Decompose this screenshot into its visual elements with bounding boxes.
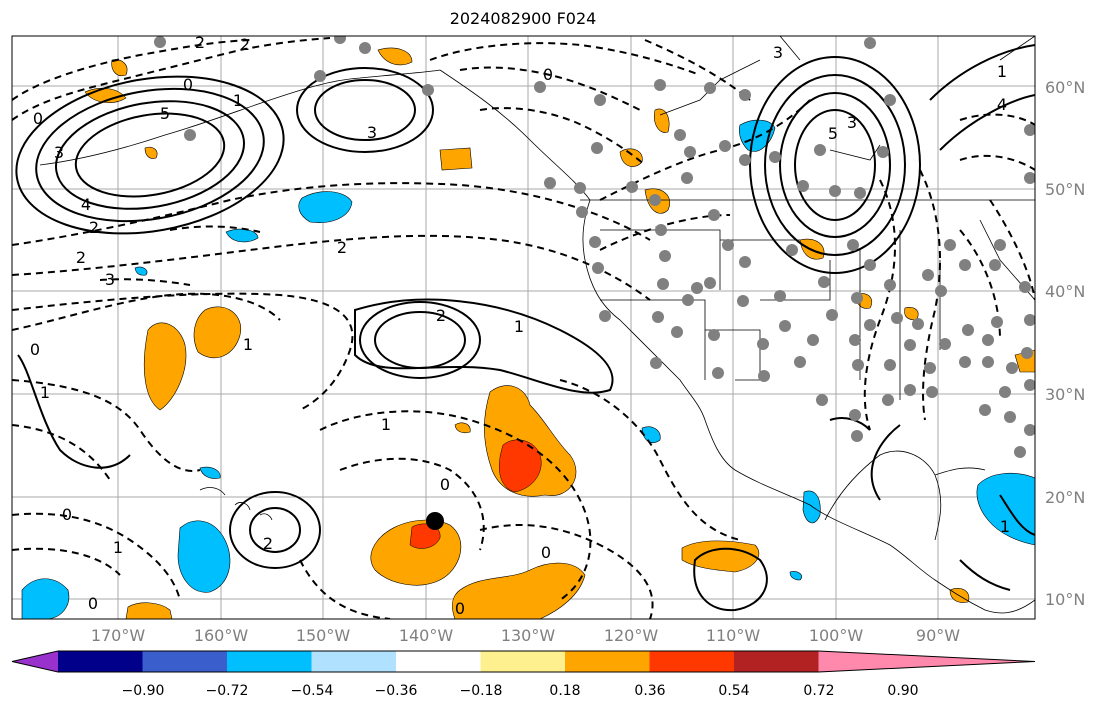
contour-label: 3	[54, 143, 64, 162]
colorbar-segment	[311, 651, 397, 672]
colorbar-segment	[227, 651, 312, 672]
lat-label-30n: 30°N	[1045, 385, 1086, 404]
contour-label: 3	[105, 270, 115, 289]
contour-label: 1	[381, 415, 391, 434]
lon-label-110w: 110°W	[705, 626, 761, 645]
contour-label: 5	[160, 104, 170, 123]
contour-label: 1	[514, 317, 524, 336]
contour-labels: 5 3 2 4 2 3 0 0 1 2 2 1 0 3 5 3 4 1 0 2 …	[30, 33, 1010, 618]
colorbar-label: 0.18	[549, 683, 581, 699]
contour-label: 2	[263, 534, 273, 553]
contour-label: 2	[337, 238, 347, 257]
contour-label: 1	[113, 538, 123, 557]
dashed-contours	[12, 37, 1035, 619]
lat-label-60n: 60°N	[1045, 78, 1086, 97]
contour-label: 1	[243, 335, 253, 354]
colorbar-label: −0.54	[290, 683, 334, 699]
lat-label-50n: 50°N	[1045, 180, 1086, 199]
solid-contours	[15, 44, 1035, 612]
contour-label: 2	[89, 218, 99, 237]
contour-label: 0	[455, 599, 465, 618]
contour-label: 2	[76, 248, 86, 267]
lon-label-150w: 150°W	[295, 626, 351, 645]
negative-fills	[21, 119, 1035, 619]
contour-label: 2	[436, 306, 446, 325]
contour-label: 2	[240, 35, 250, 54]
colorbar-label: 0.54	[718, 683, 750, 699]
colorbar-label: 0.90	[887, 683, 919, 699]
contour-label: 0	[183, 75, 193, 94]
colorbar-segment	[58, 651, 143, 672]
contour-label: 1	[997, 62, 1007, 81]
lon-label-100w: 100°W	[808, 626, 864, 645]
station-markers	[154, 36, 1035, 458]
contour-label: 5	[828, 124, 838, 143]
lon-label-130w: 130°W	[500, 626, 556, 645]
map-content: 5 3 2 4 2 3 0 0 1 2 2 1 0 3 5 3 4 1 0 2 …	[12, 33, 1035, 619]
lon-label-90w: 90°W	[915, 626, 961, 645]
contour-label: 4	[997, 95, 1007, 114]
colorbar-label: −0.72	[205, 683, 249, 699]
lon-label-140w: 140°W	[398, 626, 454, 645]
contour-label: 0	[541, 543, 551, 562]
lat-label-20n: 20°N	[1045, 488, 1086, 507]
colorbar-label: 0.36	[634, 683, 666, 699]
lat-label-10n: 10°N	[1045, 590, 1086, 609]
contour-label: 3	[367, 123, 377, 142]
contour-label: 1	[40, 383, 50, 402]
colorbar-label: 0.72	[803, 683, 835, 699]
colorbar-segment	[565, 651, 650, 672]
contour-label: 4	[81, 195, 91, 214]
contour-label: 3	[847, 113, 857, 132]
colorbar-extend-low	[12, 651, 58, 672]
colorbar-label: −0.90	[121, 683, 165, 699]
map-frame	[11, 35, 1036, 620]
contour-label: 1	[1000, 517, 1010, 536]
colorbar-segment	[142, 651, 228, 672]
contour-label: 0	[33, 109, 43, 128]
contour-label: 1	[233, 91, 243, 110]
contour-label: 0	[62, 505, 72, 524]
lon-label-160w: 160°W	[193, 626, 249, 645]
colorbar-label: −0.36	[374, 683, 418, 699]
lon-label-120w: 120°W	[603, 626, 659, 645]
lon-label-170w: 170°W	[90, 626, 146, 645]
map-title: 2024082900 F024	[449, 9, 597, 28]
colorbar-extend-high	[818, 651, 1035, 672]
strong-positive-fills	[409, 439, 542, 549]
colorbar-segment	[396, 651, 481, 672]
colorbar-segment	[649, 651, 735, 672]
colorbar-outline	[11, 650, 1036, 673]
contour-label: 2	[195, 33, 205, 52]
contour-label: 0	[440, 475, 450, 494]
colorbar-segment	[734, 651, 819, 672]
positive-fills	[84, 47, 1035, 619]
contour-label: 0	[30, 340, 40, 359]
contour-label: 0	[88, 594, 98, 613]
colorbar-segment	[480, 651, 566, 672]
contour-label: 3	[773, 43, 783, 62]
contour-label: 0	[543, 65, 553, 84]
lat-label-40n: 40°N	[1045, 282, 1086, 301]
colorbar	[11, 650, 1036, 673]
storm-marker	[426, 512, 444, 530]
colorbar-label: −0.18	[459, 683, 503, 699]
